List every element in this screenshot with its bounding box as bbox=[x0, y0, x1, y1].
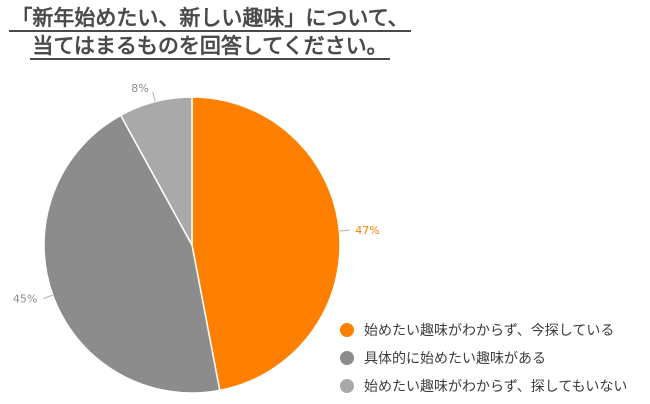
legend-label: 始めたい趣味がわからず、今探している bbox=[364, 323, 615, 339]
leader-line bbox=[339, 229, 350, 232]
leader-line bbox=[152, 91, 156, 102]
legend-swatch bbox=[340, 323, 354, 337]
legend: 始めたい趣味がわからず、今探している 具体的に始めたい趣味がある 始めたい趣味が… bbox=[340, 316, 627, 400]
pie-slice bbox=[119, 96, 193, 246]
chart-title: 「新年始めたい、新しい趣味」について、 当てはまるものを回答してください。 bbox=[0, 4, 420, 60]
legend-item: 具体的に始めたい趣味がある bbox=[340, 344, 627, 372]
legend-item: 始めたい趣味がわからず、今探している bbox=[340, 316, 627, 344]
legend-swatch bbox=[340, 379, 354, 393]
legend-swatch bbox=[340, 351, 354, 365]
data-label: 45% bbox=[13, 293, 37, 306]
chart-title-line1: 「新年始めたい、新しい趣味」について、 bbox=[9, 6, 411, 32]
legend-item: 始めたい趣味がわからず、探してもいない bbox=[340, 372, 627, 400]
pie-slice bbox=[191, 96, 341, 392]
legend-label: 具体的に始めたい趣味がある bbox=[364, 351, 546, 367]
data-label: 8% bbox=[131, 82, 148, 95]
legend-label: 始めたい趣味がわからず、探してもいない bbox=[364, 379, 628, 395]
leader-line bbox=[43, 294, 53, 299]
chart-title-line2: 当てはまるものを回答してください。 bbox=[30, 34, 390, 60]
data-label: 47% bbox=[355, 224, 379, 237]
